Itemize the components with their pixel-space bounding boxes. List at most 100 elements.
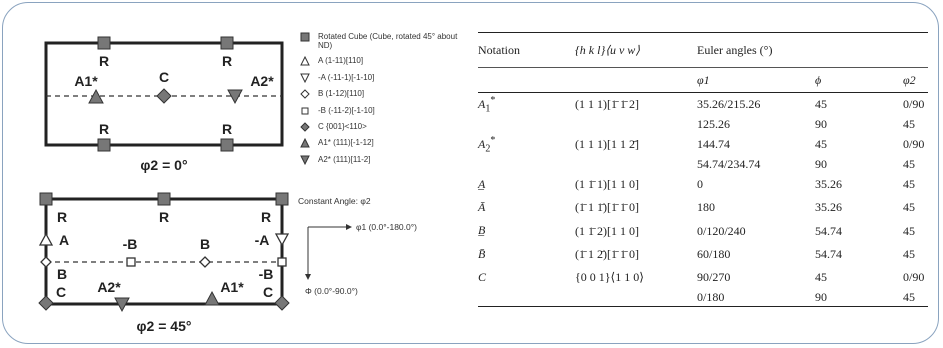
top-label-a1: A1* bbox=[74, 73, 98, 89]
top-label-r-tr: R bbox=[222, 53, 232, 69]
phi2-cell: 45 bbox=[903, 117, 915, 132]
table-row: 0/180 90 45 bbox=[478, 289, 928, 307]
notation-symbol: A bbox=[478, 136, 486, 151]
notation-cell: C bbox=[478, 266, 575, 289]
legend: Rotated Cube (Cube, rotated 45° about ND… bbox=[300, 32, 460, 171]
phi-cell: 90 bbox=[815, 117, 827, 132]
bottom-label-c-l: C bbox=[56, 284, 66, 300]
phi-header: ϕ bbox=[815, 67, 903, 93]
table-row: A2* (1 1 1)[1 1 2̄] 144.74 45 0/90 bbox=[478, 133, 928, 156]
bottom-label-c-r: C bbox=[263, 284, 273, 300]
phi2-cell: 45 bbox=[903, 176, 915, 191]
rotated-cube-marker bbox=[97, 36, 111, 50]
table-row: Ā (1̄ 1 1̄)[1̄ 1̄ 0] 180 35.26 45 bbox=[478, 196, 928, 219]
square-open-icon bbox=[300, 106, 318, 116]
phi1-cell: 125.26 bbox=[697, 117, 730, 132]
notation-subscript: 2 bbox=[485, 143, 491, 155]
phi-cell: 35.26 bbox=[815, 176, 842, 191]
bottom-label-b-m: B bbox=[200, 236, 210, 252]
legend-item: Rotated Cube (Cube, rotated 45° about ND… bbox=[300, 32, 460, 50]
rotated-cube-marker bbox=[275, 192, 289, 206]
top-label-a2: A2* bbox=[250, 73, 274, 89]
phi1-cell: 54.74/234.74 bbox=[697, 156, 761, 171]
phi1-arrowhead bbox=[346, 224, 352, 230]
phi1-cell: 35.26/215.26 bbox=[697, 97, 761, 112]
table-subheader-row: φ1 ϕ φ2 bbox=[478, 67, 928, 93]
table-row: B̲ (1 1̄ 2)[1 1 0] 0/120/240 54.74 45 bbox=[478, 219, 928, 242]
miller-cell: {0 0 1}⟨1 1 0⟩ bbox=[575, 270, 644, 285]
table-row: C {0 0 1}⟨1 1 0⟩ 90/270 45 0/90 bbox=[478, 266, 928, 289]
legend-item: C {001}<110> bbox=[300, 122, 460, 132]
table-row: A̲ (1 1̄ 1)[1 1 0] 0 35.26 45 bbox=[478, 173, 928, 196]
notation-superscript: * bbox=[490, 95, 496, 106]
phi2-header: φ2 bbox=[903, 67, 928, 93]
phi2-cell: 0/90 bbox=[903, 97, 925, 112]
legend-item: B (1-12)[110] bbox=[300, 89, 460, 99]
notation-cell: Ā bbox=[478, 196, 575, 219]
neg-b-marker bbox=[126, 257, 136, 267]
phi1-cell: 180 bbox=[697, 200, 715, 215]
bottom-label-a1: A1* bbox=[220, 279, 244, 295]
phi-cell: 54.74 bbox=[815, 246, 842, 261]
top-label-r-tl: R bbox=[99, 53, 109, 69]
triangle-up-filled-icon bbox=[300, 138, 318, 148]
triangle-up-open-icon bbox=[300, 56, 318, 66]
phi-arrowhead bbox=[305, 274, 311, 280]
phi2-cell: 45 bbox=[903, 156, 915, 171]
miller-plane-header: {h k l} bbox=[575, 42, 606, 57]
square-filled-icon bbox=[300, 32, 318, 42]
phi1-cell: 90/270 bbox=[697, 270, 731, 285]
miller-cell bbox=[575, 156, 697, 172]
legend-label: -A (-11-1)[-1-10] bbox=[318, 72, 375, 82]
rotated-cube-marker bbox=[97, 138, 111, 152]
c-marker bbox=[274, 295, 290, 311]
table-row: 54.74/234.74 90 45 bbox=[478, 156, 928, 172]
miller-cell: (1 1 1)[1̄ 1̄ 2] bbox=[575, 97, 639, 112]
rotated-cube-marker bbox=[39, 192, 53, 206]
legend-label: Rotated Cube (Cube, rotated 45° about ND… bbox=[318, 32, 458, 50]
notation-symbol: C bbox=[478, 270, 487, 285]
c-marker bbox=[38, 295, 54, 311]
a2-star-marker bbox=[227, 89, 243, 105]
table-row: A1* (1 1 1)[1̄ 1̄ 2] 35.26/215.26 45 0/90 bbox=[478, 93, 928, 117]
phi2-cell: 0/90 bbox=[903, 270, 925, 285]
triangle-down-open-icon bbox=[300, 73, 318, 83]
notation-cell bbox=[478, 289, 575, 307]
phi1-header: φ1 bbox=[697, 67, 815, 93]
legend-item: -B (-11-2)[-1-10] bbox=[300, 106, 460, 116]
miller-cell: (1̄ 1 2̄)[1̄ 1̄ 0] bbox=[575, 246, 639, 261]
axis-inset: Constant Angle: φ2 φ1 (0.0°-180.0°) Φ (0… bbox=[298, 196, 417, 296]
phi2-cell: 45 bbox=[903, 223, 915, 238]
legend-item: -A (-11-1)[-1-10] bbox=[300, 73, 460, 83]
notation-cell bbox=[478, 156, 575, 172]
phi2-cell: 45 bbox=[903, 246, 915, 261]
c-marker bbox=[156, 88, 172, 104]
legend-label: -B (-11-2)[-1-10] bbox=[318, 105, 375, 115]
notation-symbol: Ā bbox=[478, 199, 486, 214]
notation-symbol: B̲ bbox=[478, 223, 486, 238]
legend-item: A (1-11)[110] bbox=[300, 56, 460, 66]
bottom-label-r-l: R bbox=[57, 209, 67, 225]
rotated-cube-marker bbox=[157, 192, 171, 206]
legend-label: A1* (111)[-1-12] bbox=[318, 138, 374, 148]
notation-symbol: A bbox=[478, 97, 486, 111]
table-row: B̄ (1̄ 1 2̄)[1̄ 1̄ 0] 60/180 54.74 45 bbox=[478, 243, 928, 266]
miller-cell bbox=[575, 116, 697, 132]
phi-cell: 45 bbox=[815, 270, 827, 285]
miller-cell: (1̄ 1 1̄)[1̄ 1̄ 0] bbox=[575, 200, 639, 215]
phi-cell: 54.74 bbox=[815, 223, 842, 238]
legend-item: A2* (111)[11-2] bbox=[300, 155, 460, 165]
legend-label: A (1-11)[110] bbox=[318, 56, 364, 66]
notation-header: Notation bbox=[478, 32, 575, 68]
triangle-down-filled-icon bbox=[300, 155, 318, 165]
bottom-label-neg-b-r: -B bbox=[259, 266, 274, 282]
a1-star-marker bbox=[204, 290, 220, 306]
euler-angle-table: Notation {h k l}⟨u v w⟩ Euler angles (°)… bbox=[478, 32, 928, 307]
bottom-label-a2: A2* bbox=[97, 279, 121, 295]
phi-cell: 45 bbox=[815, 136, 827, 151]
miller-index-header: {h k l}⟨u v w⟩ bbox=[575, 32, 697, 68]
phi-cell: 45 bbox=[815, 97, 827, 112]
phi2-cell: 0/90 bbox=[903, 136, 925, 151]
phi-cell: 90 bbox=[815, 289, 903, 307]
notation-cell bbox=[478, 116, 575, 132]
